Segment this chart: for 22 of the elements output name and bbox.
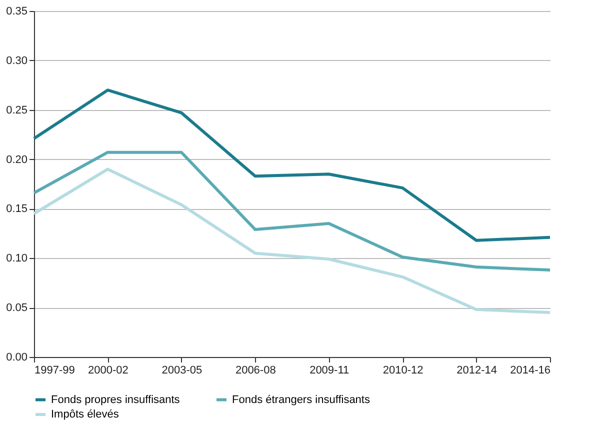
line-series <box>32 150 552 272</box>
y-tick-label: 0.25 <box>6 104 28 116</box>
x-tick-label: 2003-05 <box>162 364 202 376</box>
y-tick-label: 0.35 <box>6 6 28 18</box>
y-tick-label: 0.10 <box>6 252 28 265</box>
y-tick-label: 0.05 <box>6 302 28 314</box>
x-tick-label: 2012-14 <box>456 364 497 376</box>
line-series <box>32 168 552 314</box>
line-series <box>32 88 552 242</box>
legend-label: Fonds étrangers insuffisants <box>232 394 370 406</box>
legend-label: Impôts élevés <box>51 408 120 420</box>
x-tick-label: 2006-08 <box>235 364 276 376</box>
y-tick-label: 0.15 <box>6 203 28 216</box>
x-tick-label: 2009-11 <box>310 364 350 376</box>
y-tick-label: 0.30 <box>6 54 28 67</box>
legend-label: Fonds propres insuffisants <box>51 394 180 406</box>
x-tick-label: 2014-16 <box>510 364 550 376</box>
y-tick-label: 0.00 <box>6 352 28 364</box>
x-tick-label: 1997-99 <box>34 364 75 376</box>
x-tick-label: 2000-02 <box>88 364 128 376</box>
y-tick-label: 0.20 <box>6 154 28 166</box>
x-tick-label: 2010-12 <box>382 364 424 376</box>
